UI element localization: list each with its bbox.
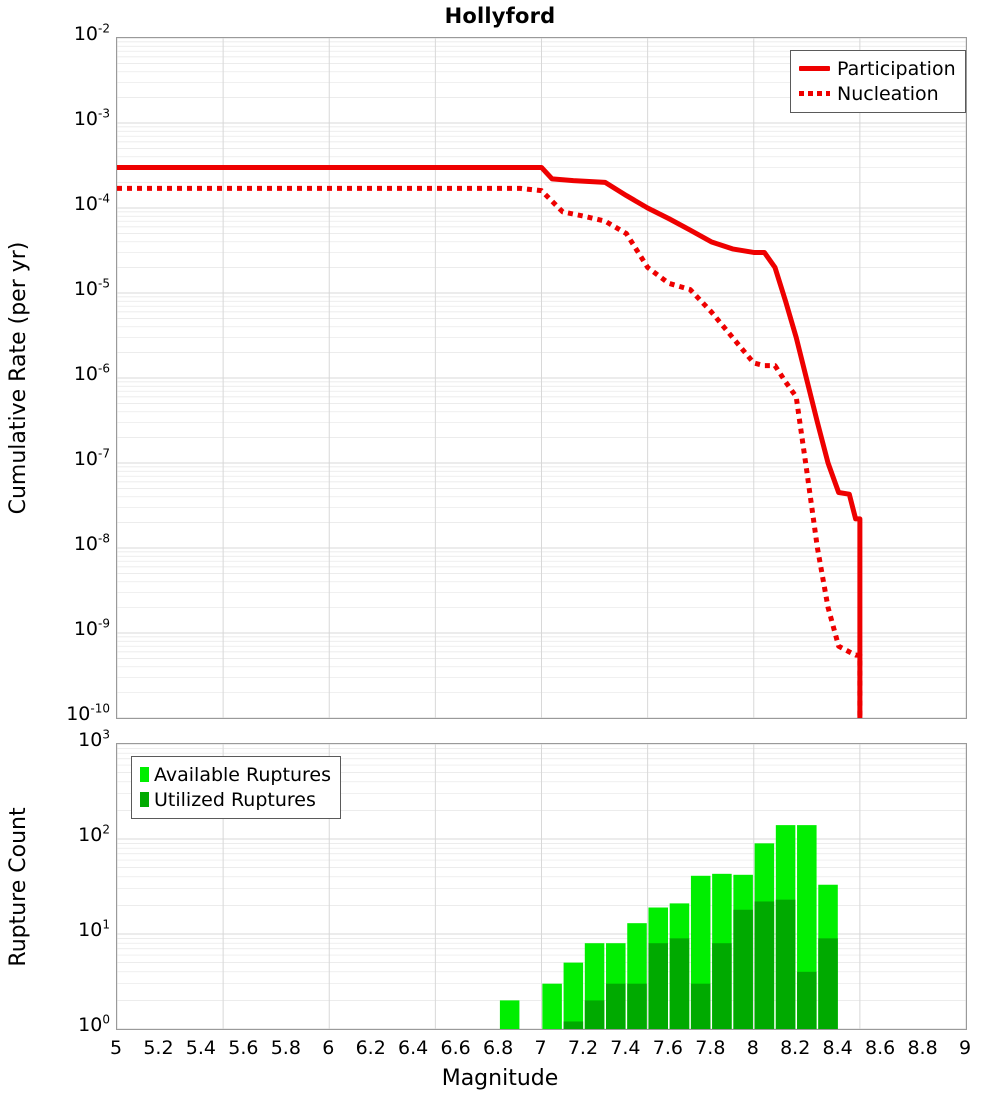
x-tick-8.6: 8.6 [864, 1037, 896, 1059]
utilized-rupture-bar [733, 909, 753, 1029]
top-y-tick--7: 10-7 [73, 446, 110, 470]
utilized-rupture-bar [797, 971, 817, 1029]
x-tick-5.6: 5.6 [228, 1037, 259, 1059]
x-axis-title: Magnitude [441, 1066, 559, 1091]
x-tick-8.8: 8.8 [907, 1037, 938, 1059]
top-y-tick--9: 10-9 [73, 616, 110, 640]
top-y-tick--4: 10-4 [73, 191, 110, 215]
x-tick-8: 8 [746, 1037, 759, 1059]
top-y-tick--5: 10-5 [73, 276, 110, 300]
x-tick-5.2: 5.2 [143, 1037, 174, 1059]
x-tick-5: 5 [109, 1037, 123, 1059]
x-tick-7: 7 [534, 1037, 547, 1059]
rupture-count-chart-svg [117, 744, 966, 1029]
bottom-y-tick-0: 100 [78, 1012, 110, 1036]
x-tick-7.8: 7.8 [695, 1037, 726, 1059]
x-tick-6.6: 6.6 [440, 1037, 471, 1059]
legend-item-participation: Participation [799, 56, 956, 81]
legend-item-utilized-ruptures: Utilized Ruptures [140, 787, 331, 812]
legend-label-nucleation: Nucleation [837, 82, 939, 105]
utilized-rupture-bar [648, 943, 669, 1029]
utilized-rupture-bar [606, 983, 626, 1029]
utilized-rupture-bar [754, 901, 775, 1029]
x-tick-6.2: 6.2 [355, 1037, 386, 1059]
x-tick-9: 9 [958, 1037, 972, 1059]
bottom-y-tick-3: 103 [78, 727, 110, 751]
rupture-legend: Available Ruptures Utilized Ruptures [131, 756, 341, 819]
legend-label-participation: Participation [837, 57, 956, 80]
nucleation-curve [117, 185, 863, 718]
utilized-rupture-bar [627, 983, 647, 1029]
utilized-rupture-bar [818, 938, 838, 1029]
x-tick-8.2: 8.2 [780, 1037, 811, 1059]
utilized-rupture-bar [775, 899, 796, 1029]
available-ruptures-swatch-icon [140, 767, 149, 782]
available-rupture-bar [499, 1000, 520, 1029]
utilized-rupture-bar [712, 943, 732, 1029]
cumulative-rate-chart-svg [117, 38, 966, 718]
x-tick-5.8: 5.8 [270, 1037, 301, 1059]
legend-label-utilized-ruptures: Utilized Ruptures [154, 788, 316, 811]
legend-item-nucleation: Nucleation [799, 81, 956, 106]
top-y-tick--2: 10-2 [73, 21, 110, 45]
utilized-rupture-bar [584, 1000, 605, 1029]
bottom-y-tick-2: 102 [78, 822, 110, 846]
top-y-tick--3: 10-3 [73, 106, 110, 130]
curve-legend: Participation Nucleation [790, 50, 966, 113]
utilized-ruptures-swatch-icon [140, 792, 149, 807]
cumulative-rate-plot-area [116, 37, 967, 719]
x-tick-7.6: 7.6 [652, 1037, 683, 1059]
x-tick-7.2: 7.2 [567, 1037, 599, 1059]
x-tick-7.4: 7.4 [610, 1037, 641, 1059]
utilized-rupture-bar [563, 1021, 584, 1029]
top-y-tick--6: 10-6 [73, 361, 110, 385]
x-tick-6.8: 6.8 [482, 1037, 514, 1059]
utilized-rupture-bar [690, 983, 711, 1029]
nucleation-line-swatch-icon [799, 91, 830, 96]
top-y-tick--10: 10-10 [66, 701, 110, 725]
available-rupture-bar [542, 983, 562, 1029]
x-tick-6.4: 6.4 [398, 1037, 429, 1059]
legend-item-available-ruptures: Available Ruptures [140, 762, 331, 787]
x-tick-5.4: 5.4 [185, 1037, 216, 1059]
legend-label-available-ruptures: Available Ruptures [154, 763, 331, 786]
figure-title: Hollyford [444, 4, 556, 28]
x-tick-6: 6 [322, 1037, 335, 1059]
bottom-y-tick-1: 101 [78, 917, 110, 941]
participation-line-swatch-icon [799, 66, 830, 71]
available-rupture-bar [563, 962, 584, 1029]
x-tick-8.4: 8.4 [822, 1037, 853, 1059]
participation-curve [117, 164, 863, 718]
utilized-rupture-bar [669, 938, 690, 1029]
top-y-tick--8: 10-8 [73, 531, 110, 555]
